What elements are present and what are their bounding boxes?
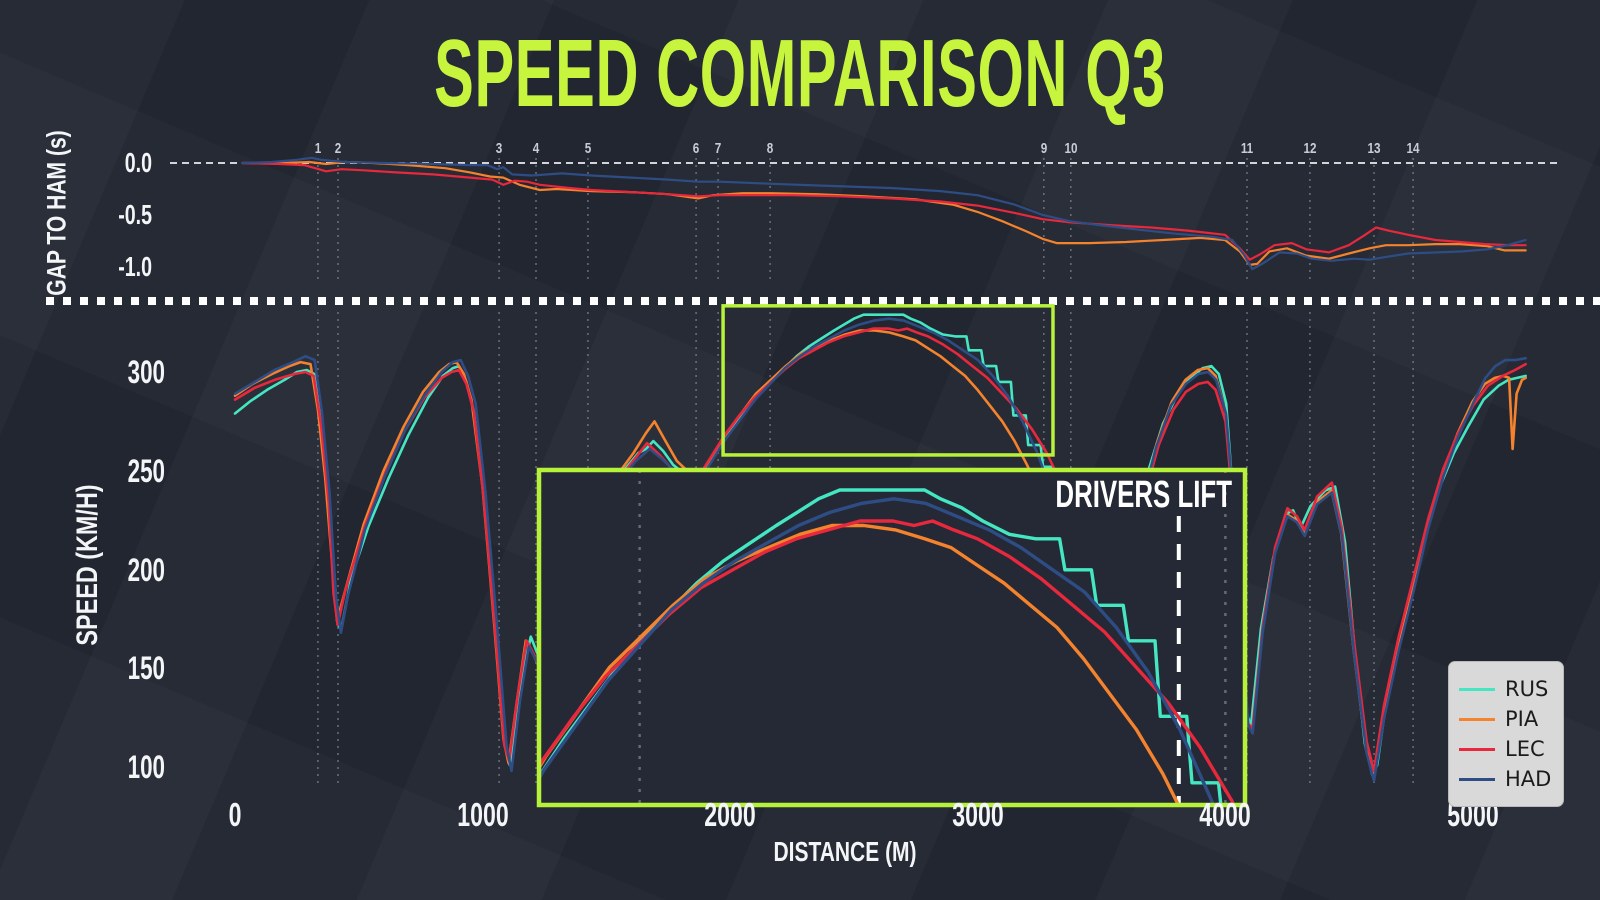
legend-swatch-HAD (1459, 777, 1495, 781)
speed-ytick: 300 (127, 354, 165, 390)
distance-xtick: 1000 (456, 796, 509, 833)
legend-label: LEC (1505, 737, 1545, 761)
speed-ytick: 100 (127, 749, 165, 785)
inset-line-HAD (539, 497, 1215, 805)
distance-xtick: 3000 (951, 796, 1004, 833)
legend-item-PIA: PIA (1459, 704, 1553, 734)
legend-item-RUS: RUS (1459, 674, 1553, 704)
legend-swatch-LEC (1459, 747, 1495, 751)
legend-label: PIA (1505, 707, 1539, 731)
inset-line-PIA (539, 523, 1181, 805)
legend-swatch-RUS (1459, 687, 1495, 691)
legend-item-HAD: HAD (1459, 764, 1553, 794)
corner-number-13: 13 (1367, 140, 1381, 157)
gap-ytick: 0.0 (124, 147, 152, 178)
inset-border (536, 467, 1248, 808)
zoom-source-box (721, 304, 1055, 457)
inset-content (539, 470, 1236, 805)
corner-number-9: 9 (1040, 140, 1048, 157)
speed-axis-label: SPEED (KM/H) (71, 484, 104, 646)
corner-number-6: 6 (692, 140, 700, 157)
speed-ytick: 150 (127, 650, 165, 687)
corner-number-5: 5 (584, 140, 592, 157)
corner-number-14: 14 (1406, 140, 1420, 157)
inset-line-LEC (539, 519, 1236, 805)
speed-ytick: 250 (127, 452, 165, 489)
gap-ytick: -1.0 (118, 251, 152, 282)
corner-number-10: 10 (1064, 140, 1078, 157)
page-title: SPEED COMPARISON Q3 (434, 20, 1166, 127)
gap-line-LEC (241, 161, 1527, 261)
legend-item-LEC: LEC (1459, 734, 1553, 764)
corner-number-1: 1 (314, 140, 322, 157)
corner-number-12: 12 (1303, 140, 1317, 157)
gap-line-PIA (241, 160, 1527, 266)
speed-line-LEC (233, 327, 1527, 773)
gap-ytick: -0.5 (118, 199, 152, 230)
drivers-lift-annotation: DRIVERS LIFT (1055, 474, 1232, 516)
speed-line-HAD (233, 317, 1527, 783)
distance-xtick: 0 (228, 796, 242, 833)
legend-label: HAD (1505, 767, 1552, 791)
corner-number-11: 11 (1240, 140, 1254, 157)
inset-line-RUS (539, 488, 1223, 805)
gap-line-HAD (241, 156, 1527, 271)
corner-number-8: 8 (766, 140, 774, 157)
legend-label: RUS (1505, 677, 1549, 701)
distance-xtick: 4000 (1199, 796, 1251, 833)
gap-axis-label: GAP TO HAM (s) (41, 130, 72, 296)
corner-number-4: 4 (532, 140, 540, 157)
corner-number-7: 7 (714, 140, 722, 157)
corner-number-2: 2 (334, 140, 342, 157)
legend-swatch-PIA (1459, 717, 1495, 721)
legend: RUS PIA LEC HAD (1448, 661, 1564, 807)
corner-number-3: 3 (495, 140, 503, 157)
distance-xtick: 2000 (704, 796, 756, 833)
distance-axis-label: DISTANCE (M) (773, 836, 917, 867)
speed-ytick: 200 (127, 551, 165, 588)
